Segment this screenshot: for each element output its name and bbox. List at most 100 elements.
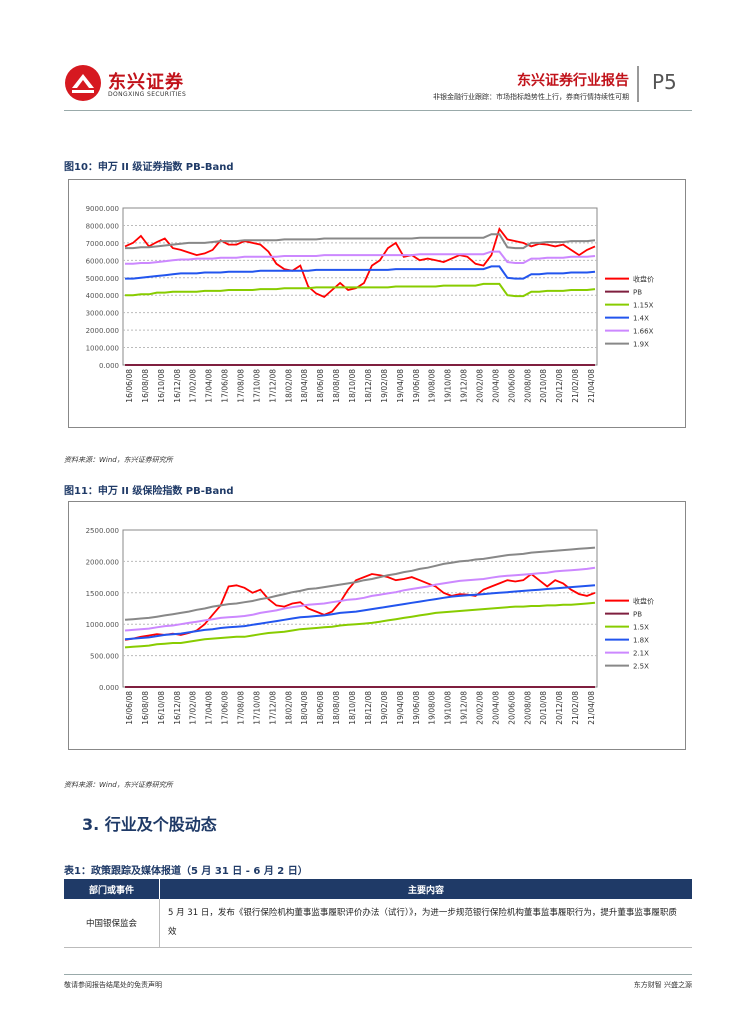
x-tick-label: 16/10/08 bbox=[157, 691, 166, 725]
x-tick-label: 19/12/08 bbox=[460, 691, 469, 725]
x-tick-label: 21/04/08 bbox=[587, 369, 596, 403]
logo-subtitle: DONGXING SECURITIES bbox=[108, 91, 187, 98]
x-tick-label: 19/06/08 bbox=[412, 691, 421, 725]
x-tick-label: 18/12/08 bbox=[364, 369, 373, 403]
page-number: P5 bbox=[652, 70, 677, 94]
x-tick-label: 20/12/08 bbox=[555, 369, 564, 403]
y-tick-label: 2000.000 bbox=[86, 558, 119, 566]
x-tick-label: 19/12/08 bbox=[460, 369, 469, 403]
y-tick-label: 6000.000 bbox=[86, 257, 119, 265]
x-tick-label: 19/10/08 bbox=[444, 691, 453, 725]
report-subtitle: 非银金融行业跟踪：市场指标趋势性上行，券商行情持续性可期 bbox=[433, 93, 629, 101]
footer-slogan: 东方财智 兴盛之源 bbox=[633, 981, 692, 989]
x-tick-label: 20/08/08 bbox=[523, 691, 532, 725]
x-tick-label: 19/04/08 bbox=[396, 369, 405, 403]
legend-label: 收盘价 bbox=[633, 275, 654, 284]
y-tick-label: 1000.000 bbox=[86, 621, 119, 629]
y-tick-label: 1000.000 bbox=[86, 345, 119, 353]
legend-label: 1.5X bbox=[633, 624, 649, 632]
x-tick-label: 18/08/08 bbox=[332, 691, 341, 725]
legend-label: 收盘价 bbox=[633, 597, 654, 606]
x-tick-label: 18/02/08 bbox=[284, 691, 293, 725]
x-tick-label: 19/10/08 bbox=[444, 369, 453, 403]
table-title: 表1：政策跟踪及媒体报道（5 月 31 日 - 6 月 2 日） bbox=[64, 866, 308, 877]
table-row: 中国银保监会 5 月 31 日，发布《银行保险机构董事监事履职评价办法（试行）》… bbox=[64, 899, 692, 948]
x-tick-label: 17/02/08 bbox=[189, 691, 198, 725]
x-tick-label: 18/10/08 bbox=[348, 691, 357, 725]
policy-table: 部门或事件 主要内容 中国银保监会 5 月 31 日，发布《银行保险机构董事监事… bbox=[64, 879, 692, 948]
legend-label: 1.9X bbox=[633, 341, 649, 349]
figure-11-title: 图11：申万 II 级保险指数 PB-Band bbox=[64, 486, 234, 497]
series-line bbox=[124, 572, 596, 641]
table-header: 部门或事件 主要内容 bbox=[64, 879, 692, 899]
logo-emblem-icon bbox=[65, 65, 101, 101]
x-tick-label: 18/12/08 bbox=[364, 691, 373, 725]
figure-10-chart: 9000.000 8000.000 7000.000 6000.000 5000.000… bbox=[68, 179, 686, 428]
x-tick-label: 17/04/08 bbox=[205, 369, 214, 403]
x-tick-label: 21/04/08 bbox=[587, 691, 596, 725]
x-tick-label: 20/08/08 bbox=[523, 369, 532, 403]
y-tick-label: 0.000 bbox=[99, 684, 119, 692]
x-tick-label: 16/12/08 bbox=[173, 369, 182, 403]
legend-label: 2.5X bbox=[633, 663, 649, 671]
figure-10-title: 图10：申万 II 级证券指数 PB-Band bbox=[64, 162, 234, 173]
x-tick-label: 20/06/08 bbox=[507, 369, 516, 403]
x-tick-label: 18/08/08 bbox=[332, 369, 341, 403]
row-content: 5 月 31 日，发布《银行保险机构董事监事履职评价办法（试行）》，为进一步规范… bbox=[168, 908, 677, 937]
x-tick-label: 18/02/08 bbox=[284, 369, 293, 403]
x-tick-label: 17/10/08 bbox=[252, 691, 261, 725]
x-tick-label: 17/04/08 bbox=[205, 691, 214, 725]
y-tick-label: 8000.000 bbox=[86, 222, 119, 230]
chart-svg: 9000.000 8000.000 7000.000 6000.000 5000.000… bbox=[86, 205, 654, 403]
series-line bbox=[124, 601, 596, 649]
series-line bbox=[125, 250, 596, 265]
x-tick-label: 17/08/08 bbox=[237, 691, 246, 725]
x-tick-label: 20/12/08 bbox=[555, 691, 564, 725]
series-line bbox=[124, 546, 596, 621]
figure-11-source: 资料来源：Wind，东兴证券研究所 bbox=[64, 781, 173, 789]
x-tick-label: 17/02/08 bbox=[189, 369, 198, 403]
x-tick-label: 16/06/08 bbox=[125, 369, 134, 403]
x-tick-label: 20/02/08 bbox=[475, 369, 484, 403]
x-tick-label: 16/06/08 bbox=[125, 691, 134, 725]
x-tick-label: 20/10/08 bbox=[539, 691, 548, 725]
logo-text: 东兴证券 bbox=[108, 72, 184, 93]
series-line bbox=[124, 584, 596, 641]
header-content: 主要内容 bbox=[407, 885, 444, 896]
y-tick-label: 0.000 bbox=[99, 362, 119, 370]
series-line bbox=[125, 265, 596, 280]
x-tick-label: 19/02/08 bbox=[380, 691, 389, 725]
x-tick-label: 19/04/08 bbox=[396, 691, 405, 725]
y-tick-label: 7000.000 bbox=[86, 240, 119, 248]
footer-disclaimer: 敬请参阅报告结尾处的免责声明 bbox=[64, 981, 162, 989]
legend-label: 1.66X bbox=[633, 328, 654, 336]
x-tick-label: 17/08/08 bbox=[237, 369, 246, 403]
series-line bbox=[125, 282, 596, 298]
figure-11-chart: 2500.000 2000.000 1500.000 1000.000 500.000 0… bbox=[68, 501, 686, 750]
footer-rule bbox=[64, 974, 692, 975]
x-tick-label: 20/04/08 bbox=[491, 369, 500, 403]
x-tick-label: 17/12/08 bbox=[268, 691, 277, 725]
x-tick-label: 20/06/08 bbox=[507, 691, 516, 725]
y-tick-label: 2000.000 bbox=[86, 327, 119, 335]
legend-label: 1.4X bbox=[633, 315, 649, 323]
x-tick-label: 17/10/08 bbox=[252, 369, 261, 403]
report-type: 东兴证券行业报告 bbox=[517, 73, 629, 89]
series-line bbox=[124, 226, 596, 299]
legend-label: PB bbox=[633, 289, 642, 297]
x-tick-label: 17/06/08 bbox=[221, 369, 230, 403]
x-tick-label: 16/10/08 bbox=[157, 369, 166, 403]
header-dept: 部门或事件 bbox=[64, 879, 160, 899]
x-tick-label: 18/10/08 bbox=[348, 369, 357, 403]
y-tick-label: 4000.000 bbox=[86, 292, 119, 300]
y-tick-label: 3000.000 bbox=[86, 310, 119, 318]
company-logo: 东兴证券 DONGXING SECURITIES bbox=[64, 64, 194, 104]
x-tick-label: 20/10/08 bbox=[539, 369, 548, 403]
x-tick-label: 18/06/08 bbox=[316, 691, 325, 725]
legend-label: 2.1X bbox=[633, 650, 649, 658]
y-tick-label: 9000.000 bbox=[86, 205, 119, 213]
legend-label: 1.8X bbox=[633, 637, 649, 645]
y-tick-label: 1500.000 bbox=[86, 590, 119, 598]
x-tick-label: 20/04/08 bbox=[491, 691, 500, 725]
header-divider bbox=[637, 66, 639, 102]
